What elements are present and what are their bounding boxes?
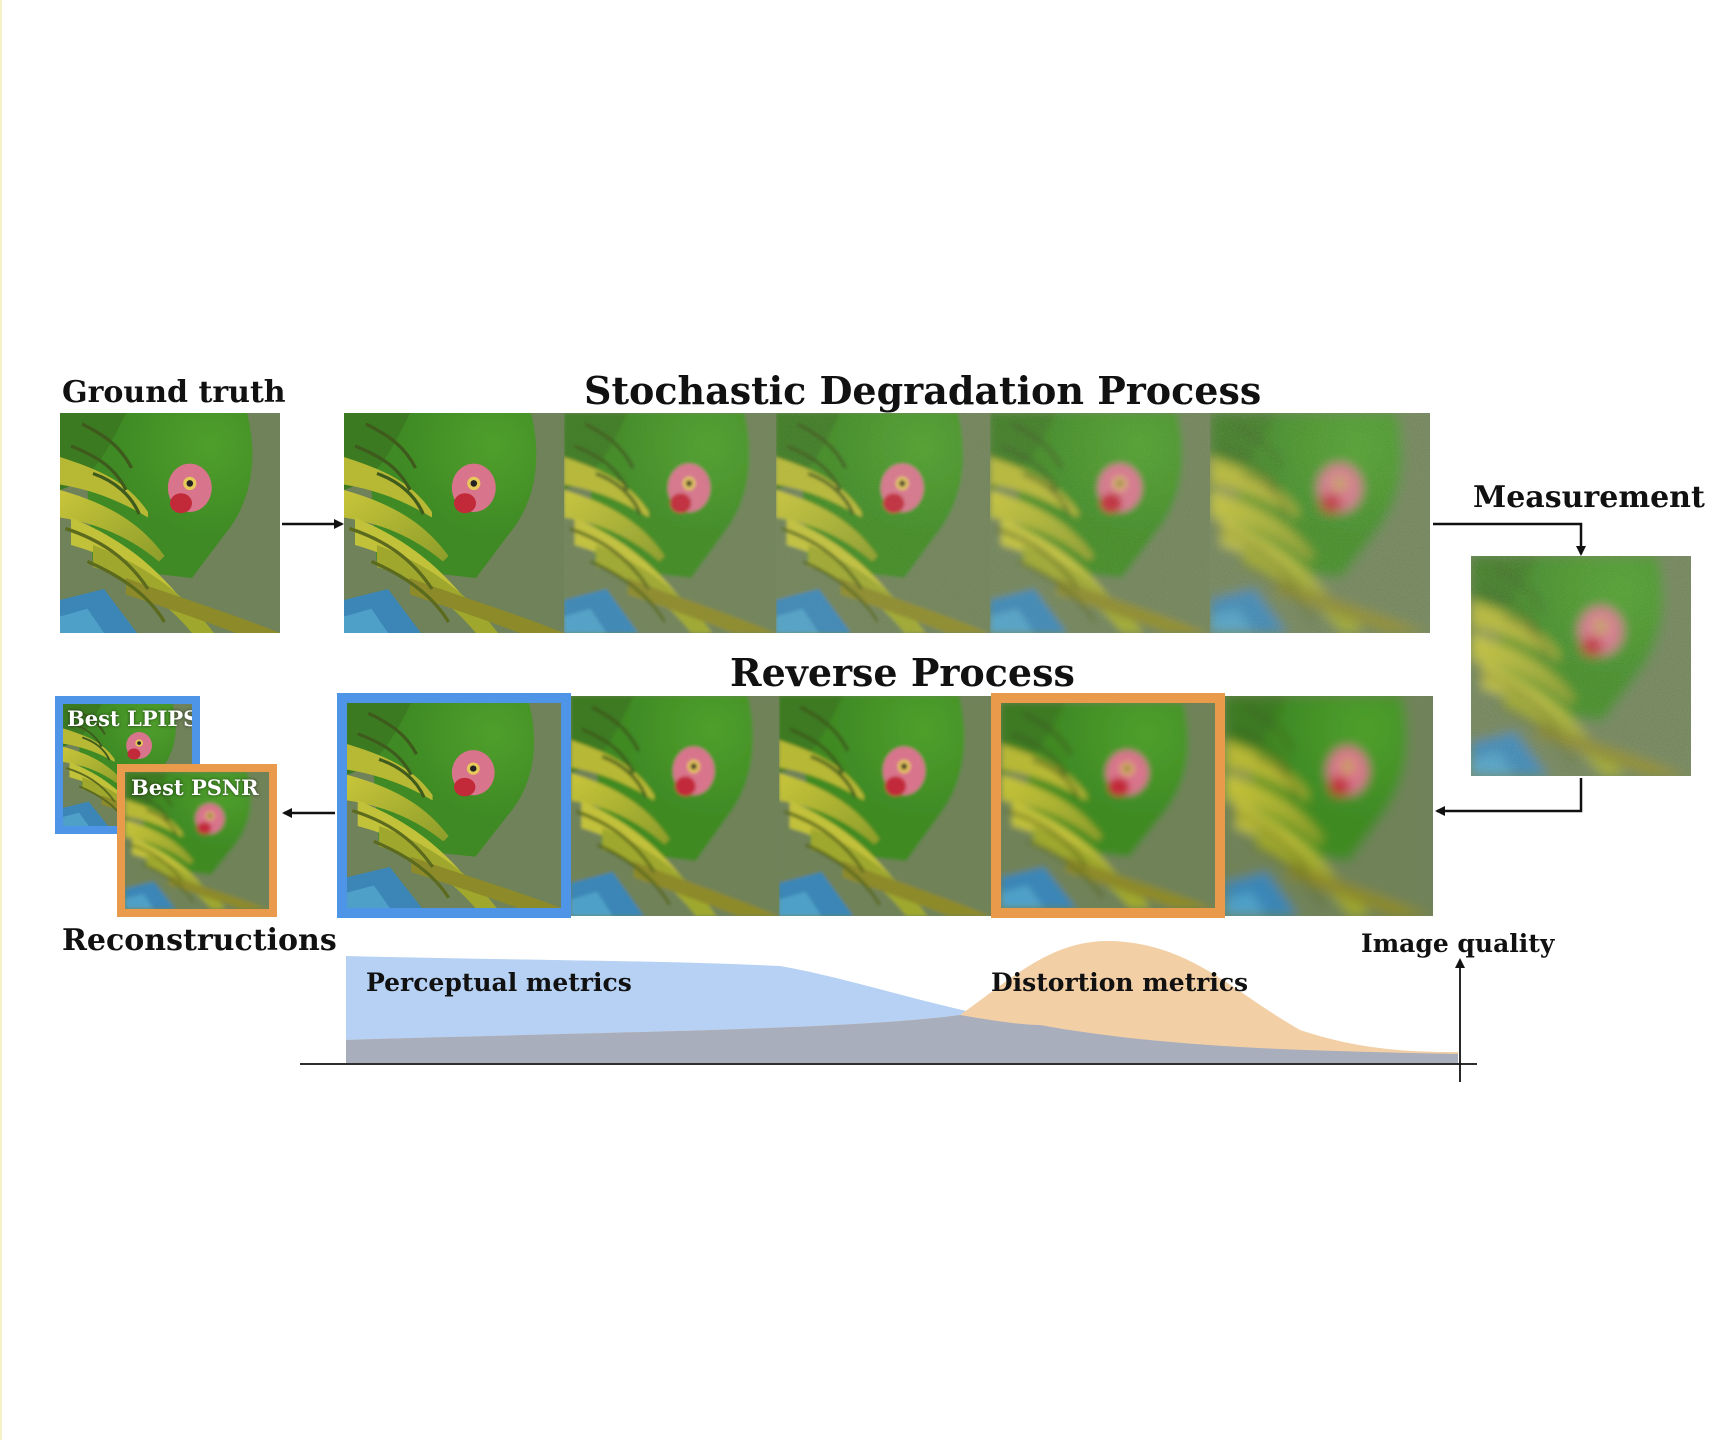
image-quality-label: Image quality — [1361, 929, 1555, 958]
metrics-overlap-area — [346, 1015, 1458, 1063]
degradation-image-1 — [344, 413, 564, 633]
reverse-title: Reverse Process — [730, 650, 1075, 695]
reverse-image-5 — [1225, 696, 1433, 916]
best-psnr-label: Best PSNR — [131, 775, 259, 800]
measurement-image — [1471, 556, 1691, 776]
ground-truth-image — [60, 413, 280, 633]
degradation-image-5 — [1210, 413, 1430, 633]
arrow-measurement-to-reverse — [1435, 778, 1583, 816]
best-lpips-label: Best LPIPS — [67, 706, 199, 731]
reverse-image-1-best-lpips — [337, 693, 571, 918]
degradation-image-2 — [564, 413, 776, 633]
distortion-metrics-label: Distortion metrics — [991, 968, 1249, 997]
degradation-image-3 — [776, 413, 990, 633]
reverse-image-3 — [779, 696, 991, 916]
ground-truth-label: Ground truth — [62, 375, 286, 410]
reverse-image-2 — [571, 696, 779, 916]
left-edge-rule — [0, 0, 2, 1440]
distortion-metrics-area — [346, 940, 1458, 1063]
best-psnr-thumbnail: Best PSNR — [117, 764, 277, 917]
reconstructions-label: Reconstructions — [62, 923, 337, 958]
measurement-label: Measurement — [1473, 480, 1705, 515]
perceptual-metrics-label: Perceptual metrics — [366, 968, 632, 997]
degradation-image-4 — [990, 413, 1210, 633]
degradation-title: Stochastic Degradation Process — [584, 368, 1262, 413]
arrow-degradation-to-measurement — [1433, 522, 1586, 556]
reverse-image-4-best-psnr — [991, 693, 1225, 918]
